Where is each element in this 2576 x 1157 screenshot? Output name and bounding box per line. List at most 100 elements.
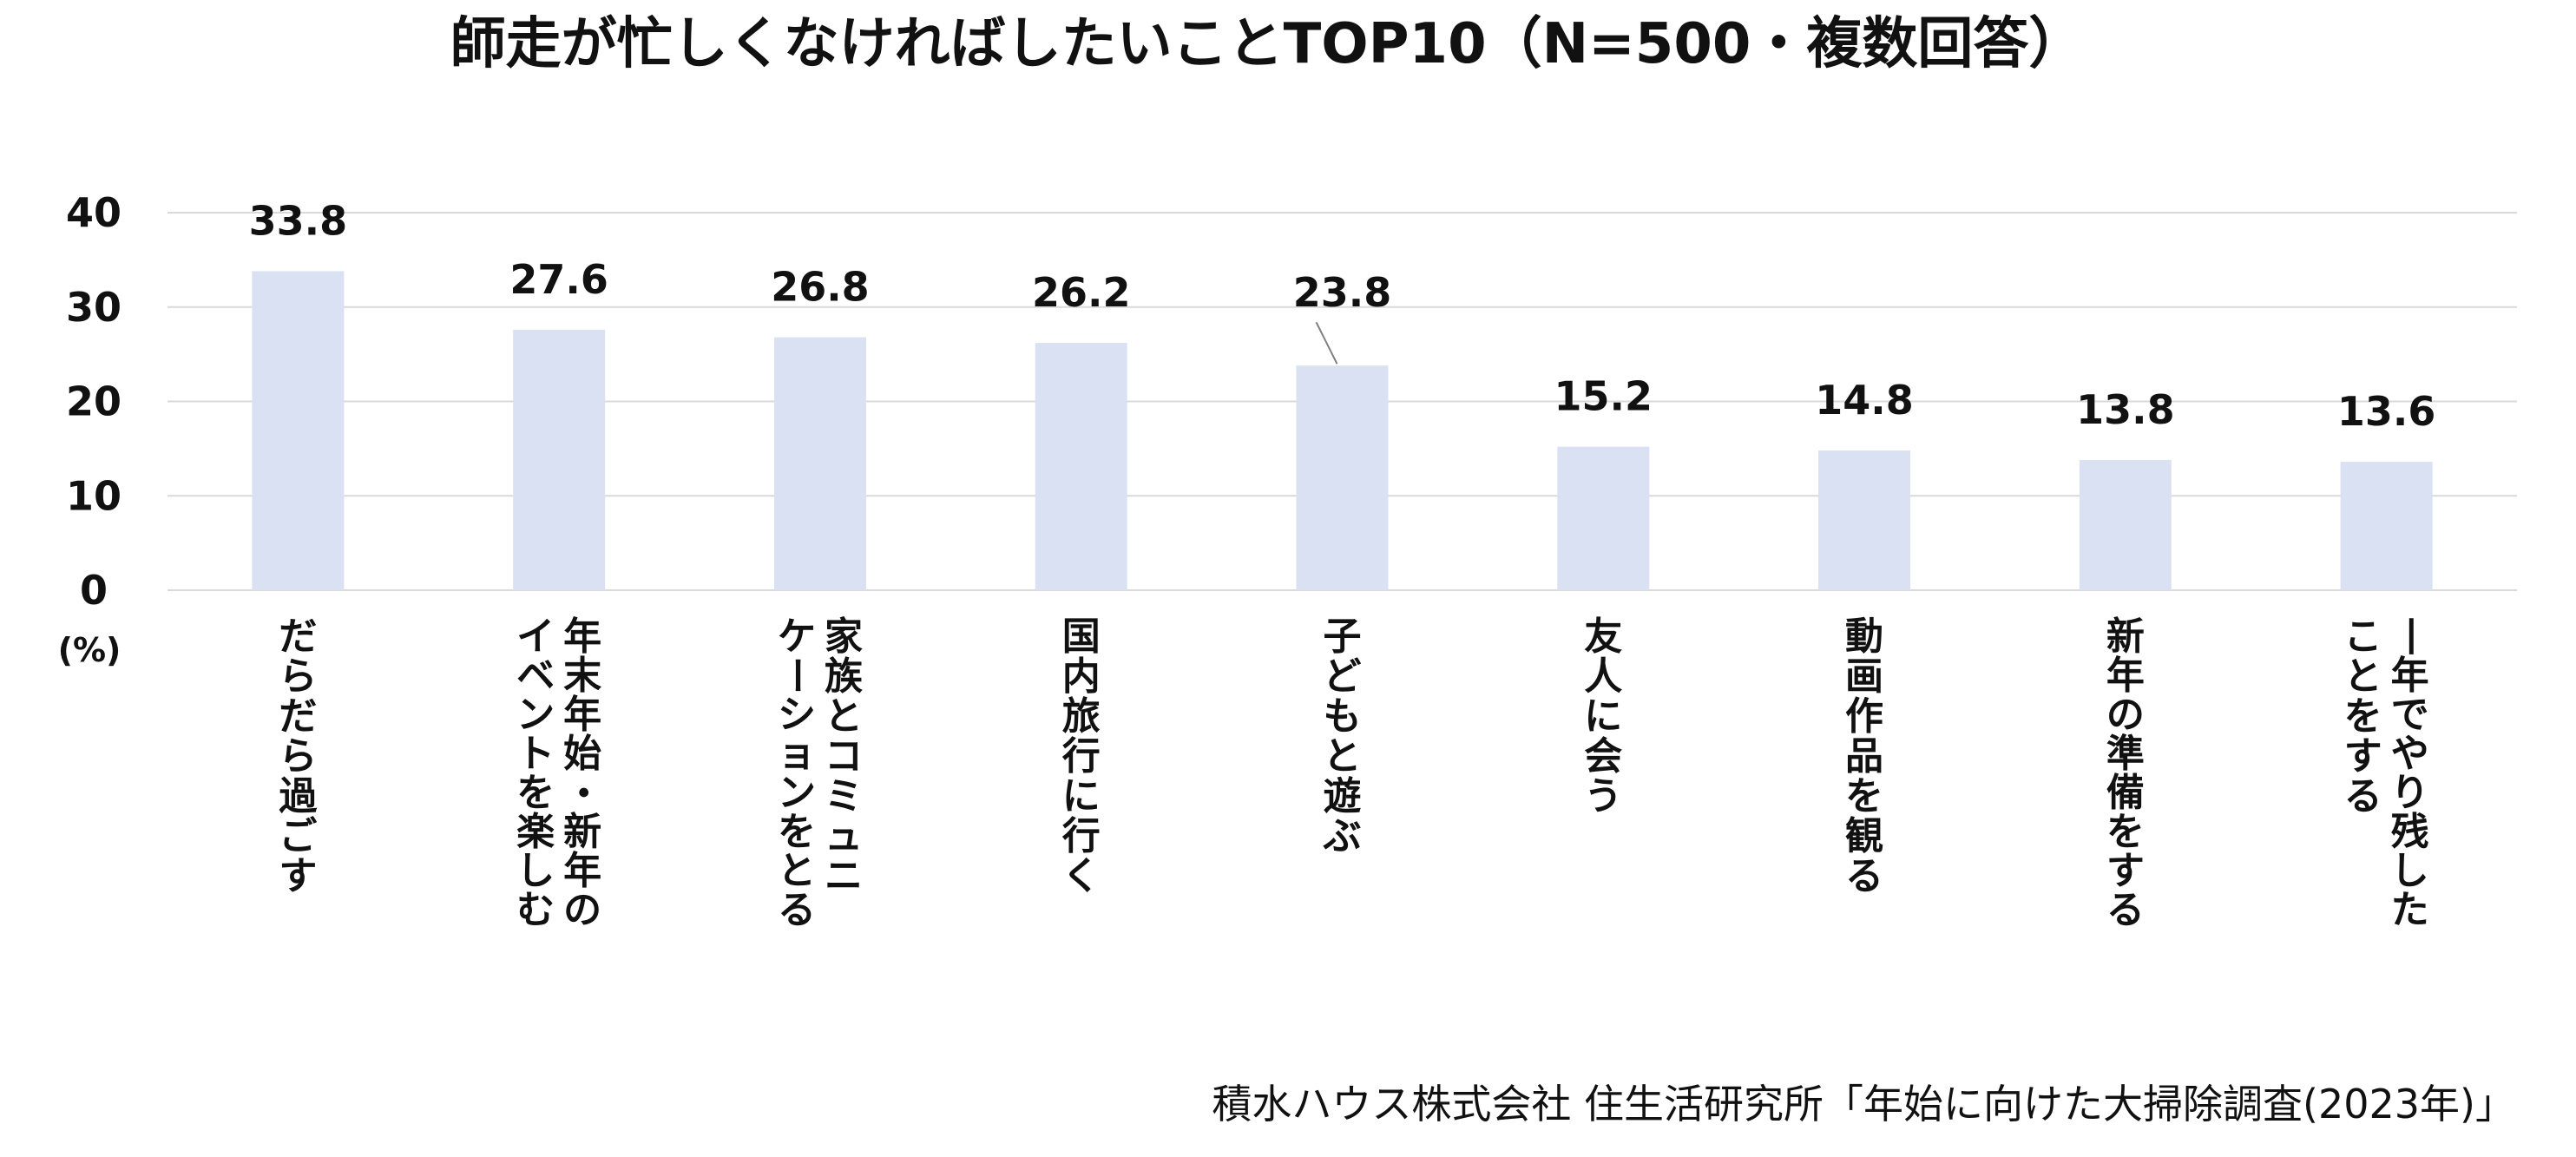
bar [2079,459,2172,590]
category-label-char: 残 [2391,810,2429,854]
data-label: 15.2 [1554,373,1653,420]
category-label-char: ご [279,814,317,858]
category-label-char: の [563,888,601,932]
category-label-char: ベ [516,654,555,698]
category-label-char: 準 [2106,732,2145,776]
category-label-char: 新 [2106,615,2145,659]
category-label-char: 末 [563,654,601,698]
category-label-char: る [2106,888,2145,932]
bar [1557,446,1650,590]
category-label-char: を [778,810,816,854]
category-label-char: る [2344,774,2382,818]
category-label-char: を [2106,810,2145,854]
y-tick-label: 0 [80,567,108,614]
data-label: 26.2 [1032,269,1131,316]
data-label: 33.8 [249,197,348,244]
category-label-char: 観 [1845,814,1883,858]
bar [1818,450,1911,590]
category-label-char: 一 [2388,617,2432,655]
category-label-char: 始 [563,732,601,776]
bar [773,337,866,590]
category-label-char: ケ [778,615,816,659]
bar [252,271,345,590]
y-axis-ticks: 0 10 20 30 40 [66,189,122,614]
category-label-char: 族 [825,654,863,699]
bars [252,271,2433,590]
category-label-char: ー [774,656,818,694]
category-label-char: ト [516,732,555,776]
category-labels: だらだら過ごす年末年始・新年のイベントを楽しむ家族とコミュニケーションをとる国内… [279,615,2431,932]
category-label-char: だ [279,615,317,659]
category-label-char: だ [279,694,317,739]
category-label-char: る [778,888,816,932]
category-label-char: 家 [825,615,863,659]
category-label-char: た [2391,888,2429,932]
category-label-char: 行 [1062,814,1101,858]
category-label-char: に [1584,694,1622,739]
category-label-char: と [1324,734,1362,779]
category-label-char: ら [279,734,317,779]
category-label-char: 年 [563,849,601,893]
category-label-char: を [2344,694,2382,739]
category-label-char: 旅 [1062,694,1101,739]
bar [2340,462,2433,590]
category-label-char: を [516,771,555,815]
category-label-char: と [825,694,863,739]
category-label-char: 過 [279,774,318,818]
y-tick-label: 20 [66,378,122,425]
category-label-char: 備 [2106,771,2145,815]
category-label-char: 内 [1062,654,1101,699]
category-label-char: ミ [825,774,863,818]
data-label: 13.6 [2337,388,2436,435]
category-label-char: ニ [825,854,863,898]
y-tick-label: 30 [66,284,122,331]
category-label-char: シ [778,693,816,737]
category-label-char: と [2344,654,2382,699]
category-label-char: ン [778,771,816,815]
category-label-char: す [2344,734,2382,779]
category-label-char: す [279,854,317,898]
y-tick-label: 10 [66,472,122,519]
category-label-char: イ [516,615,555,659]
category-label-char: や [2391,732,2429,776]
category-label-char: 会 [1584,734,1622,779]
source-note: 積水ハウス株式会社 住生活研究所「年始に向けた大掃除調査(2023年)」 [1212,1081,2515,1127]
bar [1035,343,1127,590]
category-label-char: も [1324,694,1362,739]
data-label: 26.8 [771,264,870,311]
category-label-char: む [516,888,555,932]
category-label-char: の [2106,693,2145,737]
category-label-char: 国 [1062,615,1101,659]
bar [513,329,606,590]
category-label-char: ぶ [1323,814,1362,858]
bar [1296,365,1389,590]
category-label-char: り [2391,771,2429,815]
category-label-char: ュ [825,814,863,858]
y-tick-label: 40 [66,189,122,236]
category-label-char: ど [1324,654,1362,699]
category-label-char: 年 [2106,654,2145,698]
category-label-char: し [516,849,555,893]
data-label: 13.8 [2076,386,2175,433]
category-label-char: 年 [563,615,601,659]
category-label-char: ン [516,693,555,737]
category-label-char: 行 [1062,734,1101,779]
category-label-char: 友 [1584,615,1622,659]
category-label-char: コ [825,734,863,779]
category-label-char: う [1584,774,1622,818]
data-label: 27.6 [509,256,608,303]
chart-title: 師走が忙しくなければしたいことTOP10（N=500・複数回答） [450,12,2085,76]
category-label-char: こ [2344,615,2382,659]
category-label-char: 動 [1845,615,1883,659]
category-label-char: に [1062,774,1101,818]
category-label-char: 子 [1324,615,1362,659]
category-label-char: で [2391,693,2429,737]
data-label: 23.8 [1293,269,1392,316]
category-label-char: く [1062,854,1101,898]
category-label-char: し [2391,849,2429,893]
category-label-char: ョ [778,732,816,776]
data-labels: 33.8 27.6 26.8 26.2 23.8 15.2 14.8 13.8 13.6 [249,197,2436,435]
category-label-char: 人 [1584,654,1622,699]
